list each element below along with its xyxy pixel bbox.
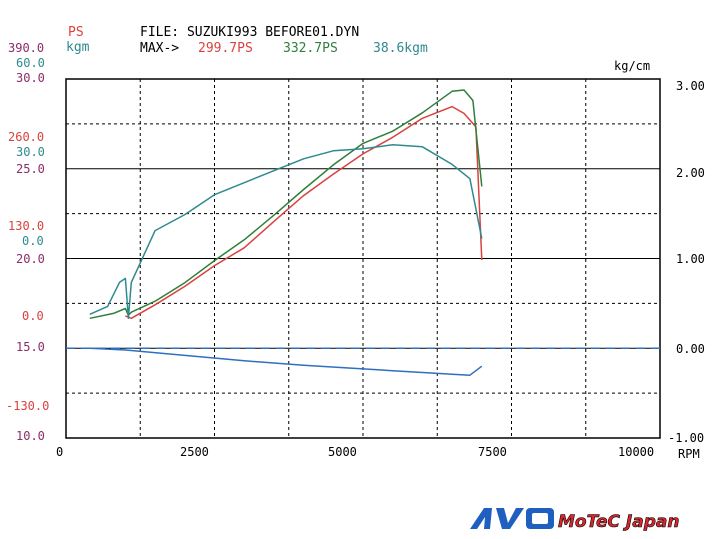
right-axis-labels: kg/cm 3.00 2.00 1.00 0.00 -1.00 [614, 59, 705, 445]
third-tick-label: 30.0 [16, 71, 45, 85]
right-tick-label: 1.00 [676, 252, 705, 266]
plot-frame [65, 78, 661, 439]
torque-curve [89, 144, 483, 320]
x-tick-label: 10000 [618, 445, 654, 459]
plot-grid [66, 79, 660, 438]
left-axis-labels: 390.0 60.0 30.0 260.0 30.0 25.0 130.0 0.… [6, 41, 49, 443]
file-name: FILE: SUZUKI993 BEFORE01.DYN [140, 25, 359, 40]
series-layer [66, 89, 660, 376]
right-axis-unit: kg/cm [614, 59, 650, 73]
kgm-tick-label: 0.0 [22, 234, 44, 248]
third-tick-label: 25.0 [16, 162, 45, 176]
ps-unit-label: PS [68, 25, 84, 40]
kgm-tick-label: 30.0 [16, 145, 45, 159]
x-axis-labels: 0 2500 5000 7500 10000 RPM [56, 445, 700, 461]
x-axis-unit: RPM [678, 447, 700, 461]
max-ps-value: 299.7PS [198, 41, 253, 56]
kgm-unit-label: kgm [66, 40, 90, 55]
ps-tick-label: -130.0 [6, 399, 49, 413]
right-tick-label: 3.00 [676, 79, 705, 93]
avo-motec-logo: MoTeC Japan [468, 505, 708, 533]
avo-logo-icon [470, 508, 554, 529]
third-tick-label: 20.0 [16, 252, 45, 266]
boost-curve [89, 347, 483, 376]
third-tick-label: 10.0 [16, 429, 45, 443]
third-tick-label: 15.0 [16, 340, 45, 354]
ps-curve [125, 105, 483, 320]
x-tick-label: 2500 [180, 445, 209, 459]
max-ps2-value: 332.7PS [283, 41, 338, 56]
motec-japan-text: MoTeC Japan [558, 512, 679, 532]
ps-tick-label: 130.0 [8, 219, 44, 233]
ps-tick-label: 260.0 [8, 130, 44, 144]
ps-tick-label: 0.0 [22, 309, 44, 323]
max-kgm-value: 38.6kgm [373, 41, 428, 56]
right-tick-label: 0.00 [676, 342, 705, 356]
ps-tick-label: 390.0 [8, 41, 44, 55]
x-tick-label: 7500 [478, 445, 507, 459]
kgm-tick-label: 60.0 [16, 56, 45, 70]
max-label: MAX-> [140, 41, 179, 56]
right-tick-label: 2.00 [676, 166, 705, 180]
x-tick-label: 0 [56, 445, 63, 459]
right-tick-label: -1.00 [668, 431, 704, 445]
x-tick-label: 5000 [328, 445, 357, 459]
